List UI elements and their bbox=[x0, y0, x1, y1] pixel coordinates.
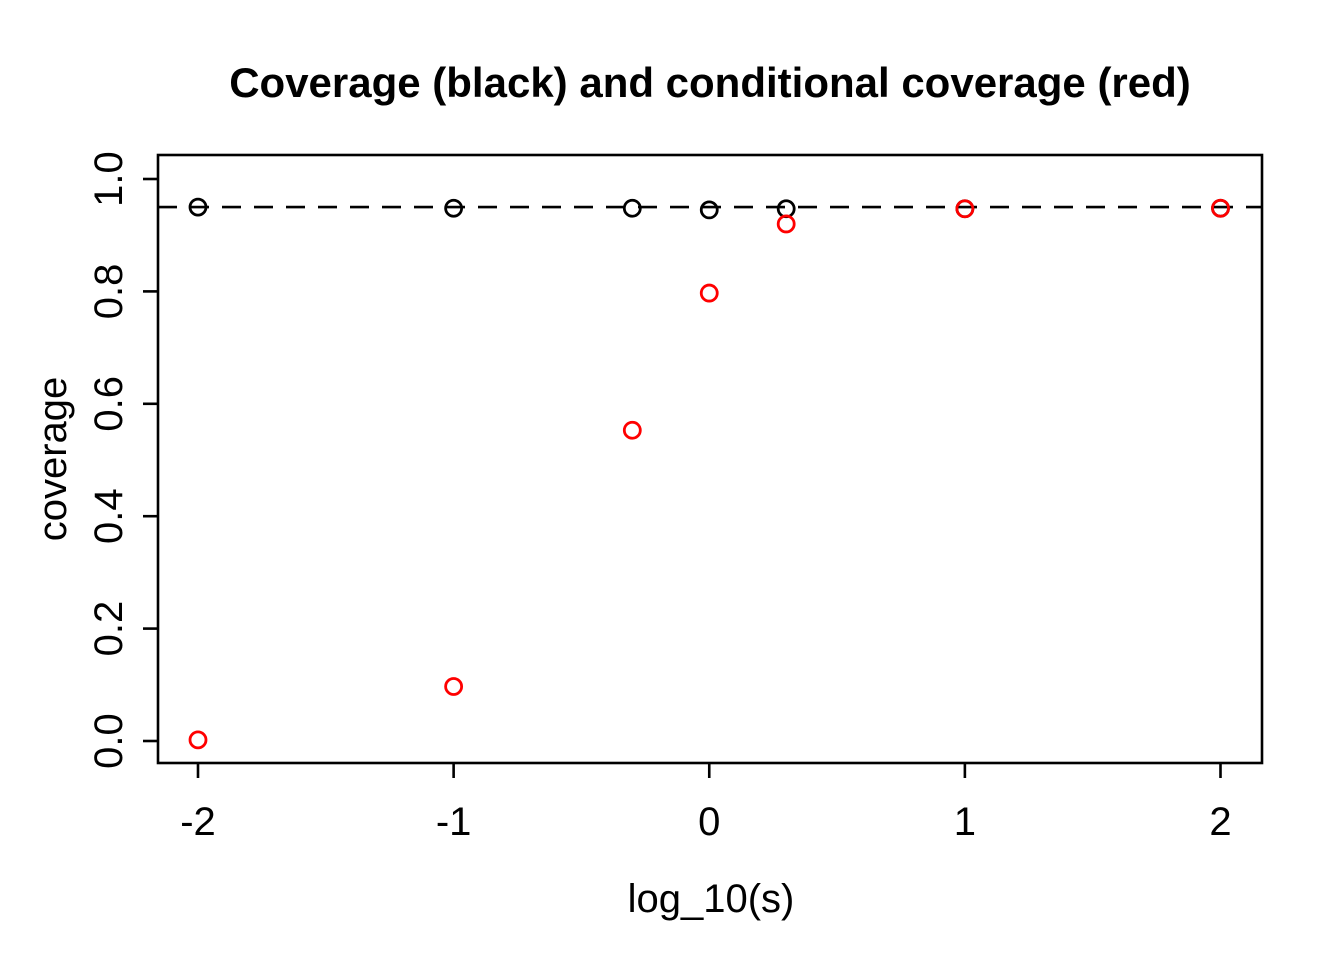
data-point-red bbox=[955, 199, 975, 219]
data-point-red bbox=[776, 214, 796, 234]
y-tick-label: 0.2 bbox=[87, 601, 131, 657]
y-tick-label: 0.0 bbox=[87, 713, 131, 769]
y-tick-label: 1.0 bbox=[87, 151, 131, 207]
y-tick-label: 0.8 bbox=[87, 264, 131, 320]
data-point-red bbox=[444, 677, 464, 696]
data-point-red bbox=[622, 420, 642, 440]
y-tick-label: 0.4 bbox=[87, 488, 131, 544]
x-tick-label: -2 bbox=[180, 800, 216, 844]
plot-box bbox=[156, 153, 1264, 765]
data-point-red bbox=[1211, 198, 1230, 218]
x-tick-label: 2 bbox=[1209, 800, 1231, 844]
data-point-red bbox=[699, 283, 719, 303]
x-tick-label: 1 bbox=[954, 800, 976, 844]
x-tick-label: -1 bbox=[436, 800, 472, 844]
y-tick-label: 0.6 bbox=[87, 376, 131, 432]
data-point-black bbox=[444, 198, 464, 218]
data-point-black bbox=[699, 200, 719, 220]
y-axis-label: coverage bbox=[31, 377, 75, 542]
chart-title: Coverage (black) and conditional coverag… bbox=[229, 59, 1191, 106]
x-tick-label: 0 bbox=[698, 800, 720, 844]
x-axis-label: log_10(s) bbox=[628, 877, 795, 921]
data-point-black bbox=[188, 197, 208, 217]
data-point-black bbox=[776, 199, 796, 219]
data-point-black bbox=[622, 198, 642, 218]
data-point-red bbox=[188, 730, 208, 750]
